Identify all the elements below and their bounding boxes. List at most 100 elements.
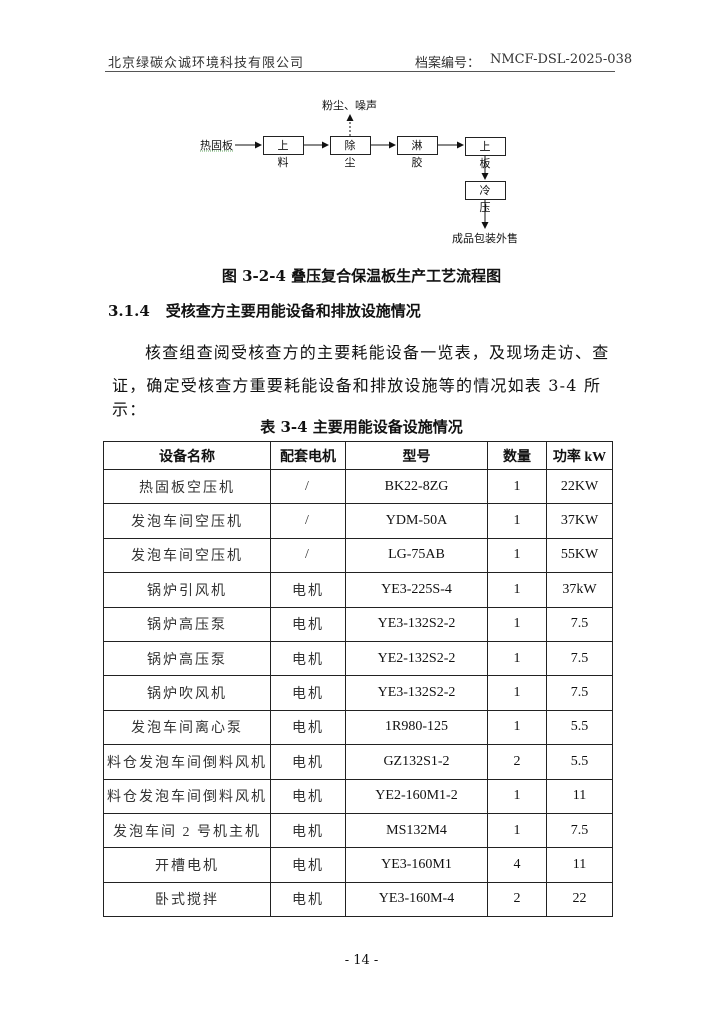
flow-step: 冷 压 <box>465 181 506 214</box>
header-company: 北京绿碳众诚环境科技有限公司 <box>108 56 305 71</box>
table-cell: 发泡车间空压机 <box>103 503 271 539</box>
flow-step: 上 料 <box>263 136 304 169</box>
column-header: 配套电机 <box>270 441 346 470</box>
table-cell: 11 <box>546 847 613 883</box>
table-cell: 7.5 <box>546 640 613 677</box>
section-number: 3.1.4 <box>108 302 150 320</box>
table-cell: 料仓发泡车间倒料风机 <box>103 778 271 814</box>
table-cell: YE3-132S2-2 <box>345 675 488 711</box>
table-cell: 7.5 <box>546 606 613 642</box>
table-cell: YDM-50A <box>345 503 488 539</box>
flow-output: 成品包装外售 <box>452 232 518 245</box>
table-cell: 1 <box>487 606 547 642</box>
table-cell: 7.5 <box>546 812 613 849</box>
table-cell: 1 <box>487 537 547 574</box>
table-cell: GZ132S1-2 <box>345 744 488 780</box>
flow-emission: 粉尘、噪声 <box>322 99 377 112</box>
table-cell: 1 <box>487 640 547 677</box>
table-row: 发泡车间离心泵 电机 1R980-125 1 5.5 <box>103 709 613 746</box>
figure-caption: 图 3-2-4 叠压复合保温板生产工艺流程图 <box>221 267 502 285</box>
table-cell: 1 <box>487 778 547 814</box>
flow-step: 除 尘 <box>330 136 371 169</box>
section-title: 受核查方主要用能设备和排放设施情况 <box>165 302 421 320</box>
column-header: 功率 kW <box>546 441 613 470</box>
equipment-table: 设备名称 配套电机 型号 数量 功率 kW 热固板空压机 / BK22-8ZG 1 22KW 发泡… <box>103 441 613 918</box>
table-cell: 开槽电机 <box>103 847 271 883</box>
column-header: 数量 <box>487 441 547 470</box>
table-row: 发泡车间 2 号机主机 电机 MS132M4 1 7.5 <box>103 812 613 849</box>
table-row: 锅炉高压泵 电机 YE3-132S2-2 1 7.5 <box>103 606 613 642</box>
table-cell: 1 <box>487 468 547 505</box>
table-cell: YE2-132S2-2 <box>345 640 488 677</box>
flow-arrows <box>200 114 489 229</box>
table-cell: / <box>270 537 346 574</box>
table-cell: 11 <box>546 778 613 814</box>
column-header: 型号 <box>345 441 488 470</box>
table-cell: 发泡车间 2 号机主机 <box>103 812 271 849</box>
table-cell: YE3-160M-4 <box>345 881 488 918</box>
table-cell: 1 <box>487 675 547 711</box>
table-caption: 表 3-4 主要用能设备设施情况 <box>260 418 463 436</box>
table-cell: 料仓发泡车间倒料风机 <box>103 744 271 780</box>
flow-step: 上 板 <box>465 137 506 170</box>
table-cell: 锅炉高压泵 <box>103 606 271 642</box>
table-cell: YE3-132S2-2 <box>345 606 488 642</box>
table-cell: MS132M4 <box>345 812 488 849</box>
table-cell: 37KW <box>546 503 613 539</box>
table-cell: LG-75AB <box>345 537 488 574</box>
table-cell: 1 <box>487 572 547 608</box>
table-cell: 电机 <box>270 572 346 608</box>
table-row: 锅炉吹风机 电机 YE3-132S2-2 1 7.5 <box>103 675 613 711</box>
header-archive-label: 档案编号： <box>415 56 481 71</box>
table-cell: 22 <box>546 881 613 918</box>
table-cell: / <box>270 468 346 505</box>
table-row: 料仓发泡车间倒料风机 电机 GZ132S1-2 2 5.5 <box>103 744 613 780</box>
paragraph-line: 核查组查阅受核查方的主要耗能设备一览表，及现场走访、查 <box>145 343 610 362</box>
table-cell: 卧式搅拌 <box>103 881 271 918</box>
table-cell: YE3-160M1 <box>345 847 488 883</box>
table-cell: 锅炉高压泵 <box>103 640 271 677</box>
table-cell: 电机 <box>270 881 346 918</box>
table-cell: 2 <box>487 881 547 918</box>
header-divider <box>105 71 615 72</box>
table-cell: 1 <box>487 812 547 849</box>
table-cell: 4 <box>487 847 547 883</box>
table-row: 料仓发泡车间倒料风机 电机 YE2-160M1-2 1 11 <box>103 778 613 814</box>
table-cell: 5.5 <box>546 709 613 746</box>
table-cell: 电机 <box>270 675 346 711</box>
table-cell: 锅炉吹风机 <box>103 675 271 711</box>
paragraph-line: 证，确定受核查方重要耗能设备和排放设施等的情况如表 3-4 所示： <box>112 376 602 419</box>
section-heading: 3.1.4 受核查方主要用能设备和排放设施情况 <box>108 300 421 321</box>
table-cell: YE3-225S-4 <box>345 572 488 608</box>
table-row: 开槽电机 电机 YE3-160M1 4 11 <box>103 847 613 883</box>
table-cell: 1R980-125 <box>345 709 488 746</box>
table-cell: 22KW <box>546 468 613 505</box>
table-cell: 37kW <box>546 572 613 608</box>
table-cell: 电机 <box>270 709 346 746</box>
table-cell: / <box>270 503 346 539</box>
table-cell: 锅炉引风机 <box>103 572 271 608</box>
table-row: 锅炉高压泵 电机 YE2-132S2-2 1 7.5 <box>103 640 613 677</box>
table-cell: 2 <box>487 744 547 780</box>
column-header: 设备名称 <box>103 441 271 470</box>
table-cell: 电机 <box>270 778 346 814</box>
flow-step: 淋 胶 <box>397 136 438 169</box>
table-cell: BK22-8ZG <box>345 468 488 505</box>
table-row: 锅炉引风机 电机 YE3-225S-4 1 37kW <box>103 572 613 608</box>
table-cell: 电机 <box>270 744 346 780</box>
table-cell: 电机 <box>270 640 346 677</box>
table-row: 卧式搅拌 电机 YE3-160M-4 2 22 <box>103 881 613 918</box>
table-cell: 电机 <box>270 812 346 849</box>
table-cell: 5.5 <box>546 744 613 780</box>
table-cell: 发泡车间空压机 <box>103 537 271 574</box>
table-cell: 热固板空压机 <box>103 468 271 505</box>
table-row: 热固板空压机 / BK22-8ZG 1 22KW <box>103 468 613 505</box>
table-cell: YE2-160M1-2 <box>345 778 488 814</box>
table-cell: 1 <box>487 709 547 746</box>
table-cell: 55KW <box>546 537 613 574</box>
page-number: - 14 - <box>344 953 379 968</box>
table-header-row: 设备名称 配套电机 型号 数量 功率 kW <box>103 441 613 470</box>
flow-input: 热固板 <box>200 139 233 152</box>
table-cell: 1 <box>487 503 547 539</box>
table-row: 发泡车间空压机 / LG-75AB 1 55KW <box>103 537 613 574</box>
